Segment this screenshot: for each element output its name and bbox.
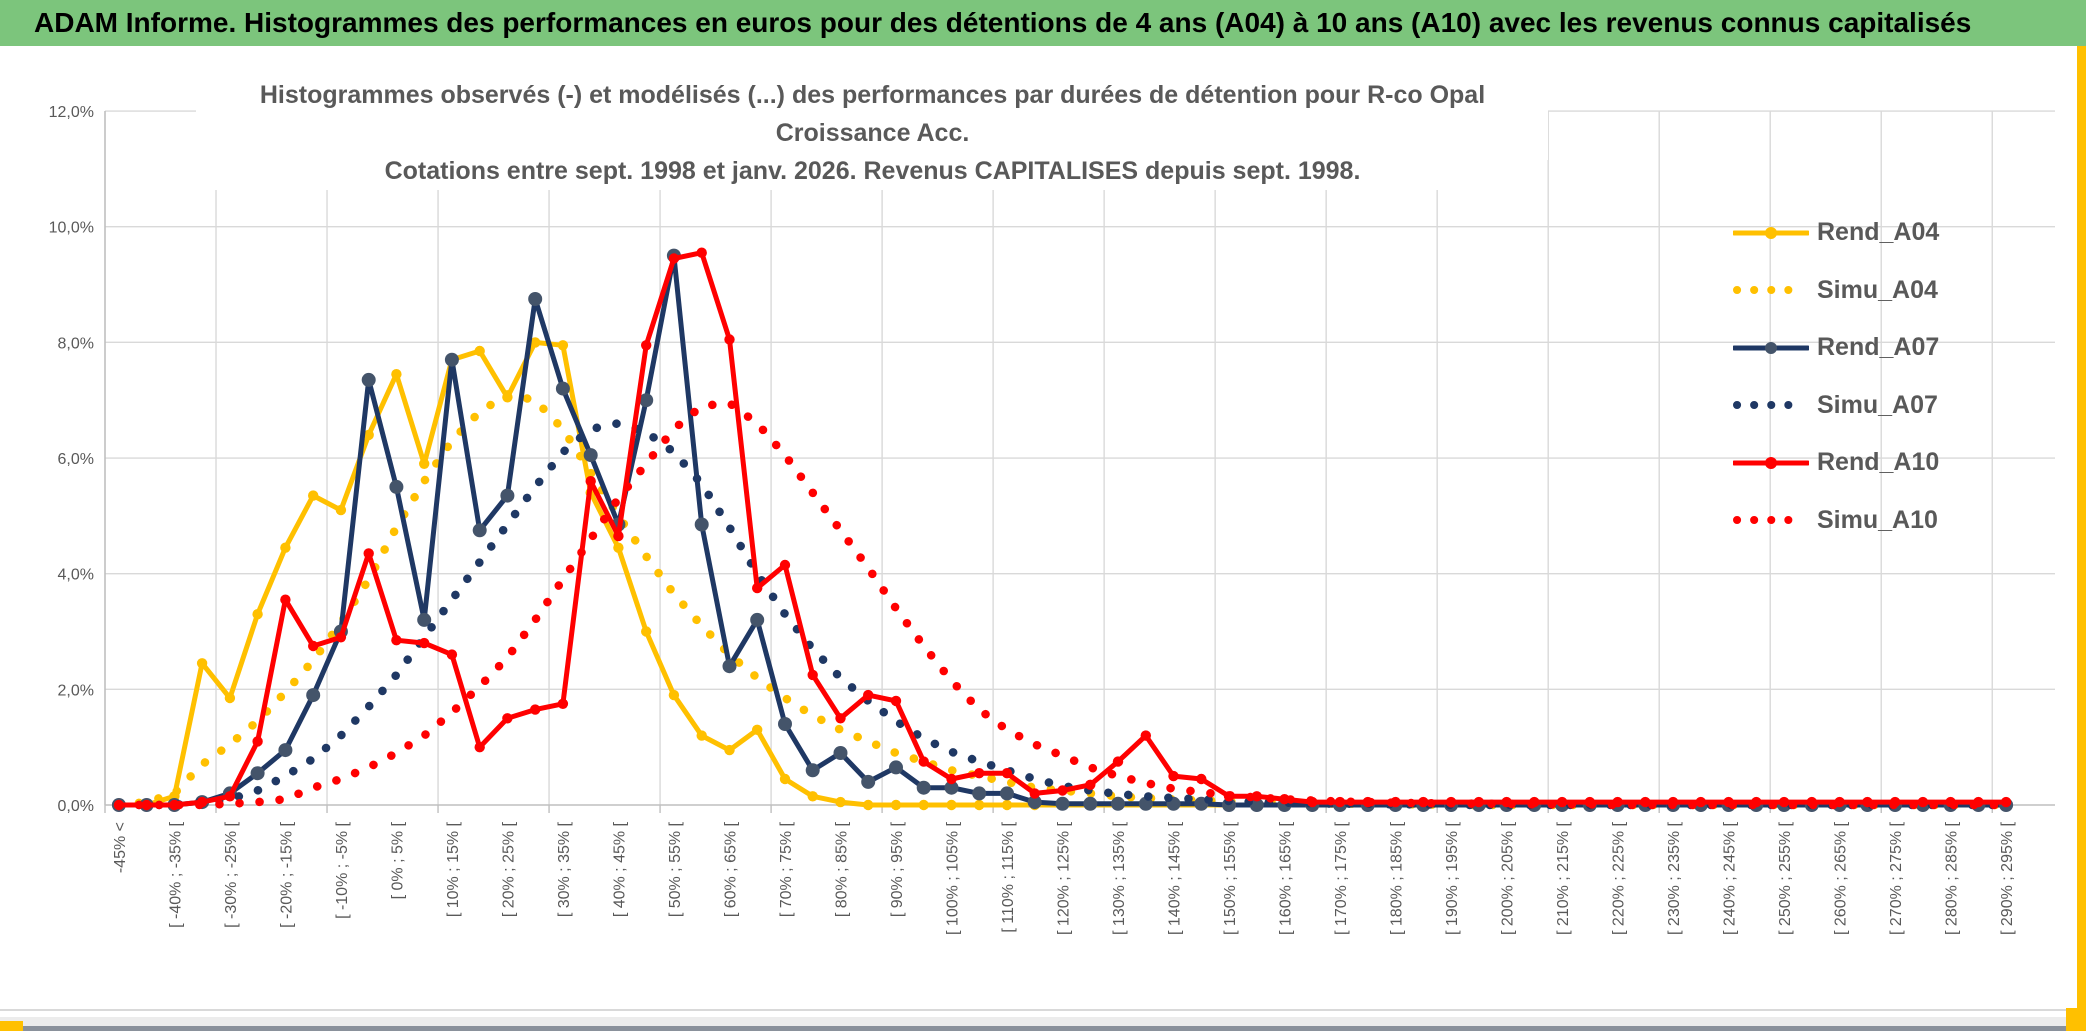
legend-label: Rend_A04 — [1817, 218, 1940, 247]
svg-text:[ -40% ; -35% [: [ -40% ; -35% [ — [167, 821, 184, 927]
gold-accent-bottom-right — [2066, 1008, 2086, 1031]
legend-item-rend-a07[interactable]: Rend_A07 — [1733, 319, 1939, 377]
svg-text:[ 270% ; 275% [: [ 270% ; 275% [ — [1888, 821, 1905, 935]
legend-item-rend-a04[interactable]: Rend_A04 — [1733, 204, 1939, 262]
rend-a07-line-icon — [1733, 341, 1809, 354]
page-header: ADAM Informe. Histogrammes des performan… — [0, 0, 2086, 46]
svg-text:[ 40% ; 45% [: [ 40% ; 45% [ — [611, 821, 628, 917]
svg-text:[ -10% ; -5% [: [ -10% ; -5% [ — [334, 821, 351, 918]
chart-background — [0, 46, 2077, 1009]
gold-border-right — [2077, 46, 2086, 1012]
svg-text:[ 70% ; 75% [: [ 70% ; 75% [ — [778, 821, 795, 917]
legend-item-simu-a04[interactable]: Simu_A04 — [1733, 262, 1939, 320]
page-title: ADAM Informe. Histogrammes des performan… — [34, 7, 1972, 38]
legend-label: Rend_A10 — [1817, 448, 1940, 477]
svg-text:[ 130% ; 135% [: [ 130% ; 135% [ — [1111, 821, 1128, 935]
simu-a10-dotted-icon — [1733, 516, 1809, 525]
svg-text:[ 90% ; 95% [: [ 90% ; 95% [ — [889, 821, 906, 917]
legend-label: Simu_A10 — [1817, 505, 1938, 534]
legend-item-simu-a07[interactable]: Simu_A07 — [1733, 377, 1939, 435]
rend-a10-line-icon — [1733, 456, 1809, 469]
legend-label: Simu_A07 — [1817, 390, 1938, 419]
bottom-scrollbar[interactable] — [0, 1026, 2086, 1031]
svg-text:-45% <: -45% < — [112, 822, 129, 873]
svg-text:10,0%: 10,0% — [49, 220, 94, 237]
svg-text:[ 220% ; 225% [: [ 220% ; 225% [ — [1611, 821, 1628, 935]
svg-text:[ 180% ; 185% [: [ 180% ; 185% [ — [1389, 821, 1406, 935]
simu-a04-dotted-icon — [1733, 286, 1809, 295]
svg-text:[ 290% ; 295% [: [ 290% ; 295% [ — [1999, 821, 2016, 935]
svg-text:[ 210% ; 215% [: [ 210% ; 215% [ — [1555, 821, 1572, 935]
svg-text:12,0%: 12,0% — [49, 104, 94, 121]
svg-text:4,0%: 4,0% — [58, 567, 94, 584]
bottom-divider — [0, 1009, 2086, 1011]
svg-text:[ 60% ; 65% [: [ 60% ; 65% [ — [722, 821, 739, 917]
svg-text:[ 280% ; 285% [: [ 280% ; 285% [ — [1944, 821, 1961, 935]
rend-a04-line-icon — [1733, 226, 1809, 239]
svg-text:[ 160% ; 165% [: [ 160% ; 165% [ — [1278, 821, 1295, 935]
legend-item-rend-a10[interactable]: Rend_A10 — [1733, 434, 1939, 492]
svg-text:[ 140% ; 145% [: [ 140% ; 145% [ — [1167, 821, 1184, 935]
svg-text:[ 50% ; 55% [: [ 50% ; 55% [ — [667, 821, 684, 917]
svg-text:8,0%: 8,0% — [58, 335, 94, 352]
svg-text:[ 0% ; 5% [: [ 0% ; 5% [ — [389, 821, 406, 899]
chart-title-line2: Cotations entre sept. 1998 et janv. 2026… — [384, 157, 1361, 185]
svg-text:0,0%: 0,0% — [58, 798, 94, 815]
bottom-band — [0, 1017, 2086, 1026]
svg-text:[ 230% ; 235% [: [ 230% ; 235% [ — [1666, 821, 1683, 935]
svg-text:6,0%: 6,0% — [58, 451, 94, 468]
svg-text:[ 170% ; 175% [: [ 170% ; 175% [ — [1333, 821, 1350, 935]
svg-text:[ 200% ; 205% [: [ 200% ; 205% [ — [1500, 821, 1517, 935]
svg-text:[ 30% ; 35% [: [ 30% ; 35% [ — [556, 821, 573, 917]
chart-legend: Rend_A04 Simu_A04 Rend_A07 Simu_A07 Rend… — [1733, 204, 1939, 549]
svg-text:[ 260% ; 265% [: [ 260% ; 265% [ — [1833, 821, 1850, 935]
svg-text:[ 120% ; 125% [: [ 120% ; 125% [ — [1056, 821, 1073, 935]
chart-title-line1: Histogrammes observés (-) et modélisés (… — [259, 81, 1486, 147]
svg-text:[ 150% ; 155% [: [ 150% ; 155% [ — [1222, 821, 1239, 935]
svg-text:[ 190% ; 195% [: [ 190% ; 195% [ — [1444, 821, 1461, 935]
legend-label: Rend_A07 — [1817, 333, 1940, 362]
svg-text:[ -20% ; -15% [: [ -20% ; -15% [ — [278, 821, 295, 927]
svg-text:[ 250% ; 255% [: [ 250% ; 255% [ — [1777, 821, 1794, 935]
gold-accent-bottom-left — [0, 1021, 23, 1031]
svg-text:[ 100% ; 105% [: [ 100% ; 105% [ — [944, 821, 961, 935]
simu-a07-dotted-icon — [1733, 401, 1809, 410]
svg-text:[ 110% ; 115% [: [ 110% ; 115% [ — [1000, 821, 1017, 932]
legend-label: Simu_A04 — [1817, 275, 1938, 304]
svg-text:2,0%: 2,0% — [58, 682, 94, 699]
svg-text:[ 80% ; 85% [: [ 80% ; 85% [ — [833, 821, 850, 917]
svg-text:[ 240% ; 245% [: [ 240% ; 245% [ — [1722, 821, 1739, 935]
svg-text:[ -30% ; -25% [: [ -30% ; -25% [ — [223, 821, 240, 927]
chart-title: Histogrammes observés (-) et modélisés (… — [200, 76, 1545, 190]
legend-item-simu-a10[interactable]: Simu_A10 — [1733, 492, 1939, 550]
svg-text:[ 10% ; 15% [: [ 10% ; 15% [ — [445, 821, 462, 917]
svg-text:[ 20% ; 25% [: [ 20% ; 25% [ — [500, 821, 517, 917]
